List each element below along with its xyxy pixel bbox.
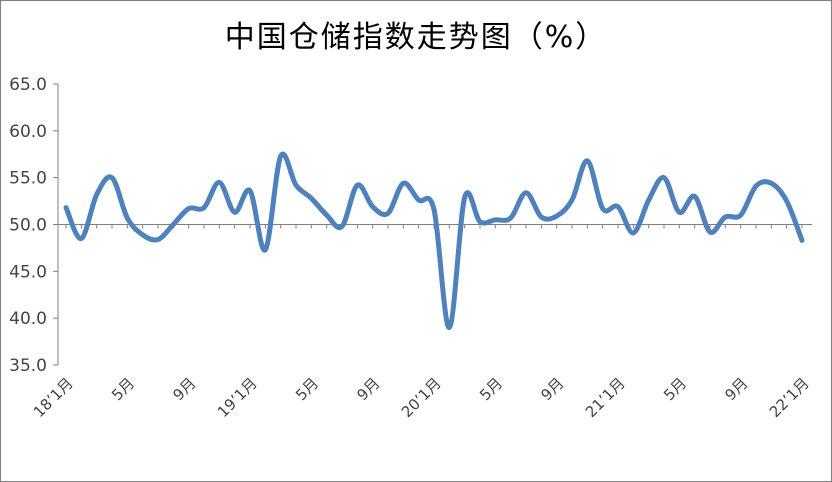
data-point: [324, 213, 329, 218]
data-point: [462, 195, 467, 200]
x-tick-label: 18’1月: [30, 374, 77, 421]
x-tick-label: 9月: [169, 374, 199, 404]
data-point: [738, 213, 743, 218]
data-point: [478, 219, 483, 224]
data-point: [386, 211, 391, 216]
data-point: [294, 183, 299, 188]
data-point: [539, 215, 544, 220]
data-point: [585, 158, 590, 163]
data-point: [723, 215, 728, 220]
chart-title: 中国仓储指数走势图（%）: [224, 20, 608, 55]
data-point: [432, 207, 437, 212]
data-point: [508, 215, 513, 220]
data-point: [171, 222, 176, 227]
data-point: [401, 181, 406, 186]
data-point: [800, 238, 805, 243]
x-tick-label: 9月: [537, 374, 567, 404]
x-tick-label: 9月: [353, 374, 383, 404]
data-point: [447, 325, 452, 330]
data-point: [784, 199, 789, 204]
data-point: [708, 229, 713, 234]
data-point: [110, 175, 115, 180]
y-tick-label: 60.0: [9, 122, 47, 142]
x-tick-label: 9月: [721, 374, 751, 404]
data-point: [677, 210, 682, 215]
data-point: [278, 154, 283, 159]
data-point: [64, 205, 69, 210]
data-point: [493, 217, 498, 222]
data-point: [232, 210, 237, 215]
data-point: [662, 175, 667, 180]
data-point: [769, 181, 774, 186]
data-point: [370, 204, 375, 209]
y-tick-label: 35.0: [9, 356, 47, 376]
data-point: [355, 183, 360, 188]
y-tick-label: 45.0: [9, 262, 47, 282]
data-point: [248, 188, 253, 193]
data-point: [616, 204, 621, 209]
data-point: [186, 206, 191, 211]
x-tick-label: 20’1月: [398, 374, 445, 421]
data-point: [692, 194, 697, 199]
data-point: [570, 198, 575, 203]
data-point: [631, 230, 636, 235]
data-point: [646, 198, 651, 203]
data-point: [600, 206, 605, 211]
y-tick-label: 55.0: [9, 169, 47, 189]
x-tick-label: 22’1月: [766, 374, 813, 421]
series-line: [63, 151, 805, 331]
data-point: [94, 192, 99, 197]
data-point: [79, 236, 84, 241]
x-tick-label: 5月: [108, 374, 138, 404]
y-tick-label: 40.0: [9, 309, 47, 329]
data-point: [309, 196, 314, 201]
x-tick-label: 5月: [660, 374, 690, 404]
data-point: [416, 198, 421, 203]
x-tick-label: 21’1月: [582, 374, 629, 421]
data-point: [340, 224, 345, 229]
data-point: [217, 180, 222, 185]
data-point: [140, 232, 145, 237]
data-point: [263, 247, 268, 252]
data-point: [524, 190, 529, 195]
x-tick-label: 5月: [292, 374, 322, 404]
data-point: [202, 205, 207, 210]
data-point: [156, 237, 161, 242]
data-point: [554, 214, 559, 219]
data-point: [754, 184, 759, 189]
y-tick-label: 65.0: [9, 75, 47, 95]
data-point: [125, 215, 130, 220]
x-tick-label: 19’1月: [214, 374, 261, 421]
x-tick-label: 5月: [476, 374, 506, 404]
y-tick-label: 50.0: [9, 216, 47, 236]
